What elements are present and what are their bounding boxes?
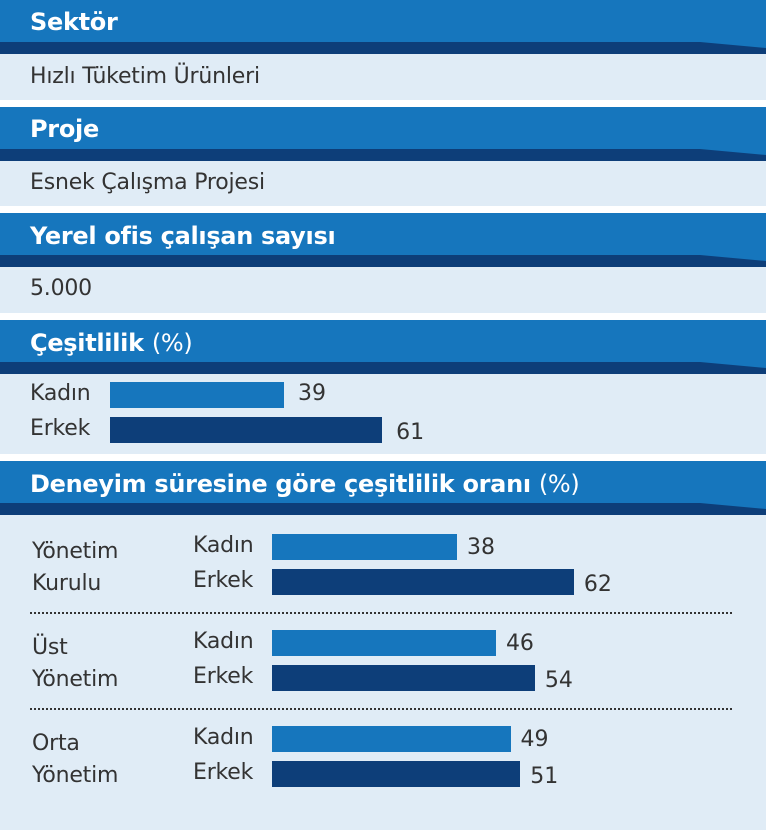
experience-category-line: Yönetim	[32, 539, 119, 564]
project-title: Proje	[30, 115, 99, 143]
employees-value: 5.000	[30, 276, 92, 301]
diversity-label-erkek: Erkek	[30, 416, 91, 441]
diversity-value-kadin: 39	[298, 381, 326, 406]
experience-title: Deneyim süresine göre çeşitlilik oranı	[30, 470, 531, 498]
diversity-chart: Kadın 39 Erkek 61	[0, 374, 766, 454]
header-accent	[0, 42, 766, 54]
experience-value-erkek: 51	[530, 764, 559, 789]
diversity-unit: (%)	[151, 329, 193, 357]
diversity-title-line: Çeşitlilik (%)	[30, 329, 193, 357]
experience-series-label-erkek: Erkek	[193, 760, 254, 785]
project-panel: Esnek Çalışma Projesi	[0, 161, 766, 206]
diversity-label-kadin: Kadın	[30, 381, 91, 406]
experience-bar-kadin	[272, 726, 511, 752]
project-header: Proje	[0, 107, 766, 161]
experience-series-label-kadin: Kadın	[193, 629, 254, 654]
experience-series-label-erkek: Erkek	[193, 568, 254, 593]
experience-series-label-kadin: Kadın	[193, 533, 254, 558]
experience-unit: (%)	[538, 470, 580, 498]
experience-value-kadin: 49	[520, 727, 549, 752]
experience-bar-kadin	[272, 534, 457, 560]
experience-category-line: Yönetim	[32, 667, 119, 692]
experience-value-kadin: 38	[467, 535, 495, 560]
header-accent	[0, 149, 766, 161]
experience-header: Deneyim süresine göre çeşitlilik oranı (…	[0, 461, 766, 515]
experience-value-kadin: 46	[505, 631, 534, 656]
diversity-value-erkek: 61	[396, 420, 425, 445]
experience-category: Üst Yönetim	[32, 632, 118, 696]
sector-panel: Hızlı Tüketim Ürünleri	[0, 54, 766, 100]
diversity-bar-erkek	[110, 417, 383, 443]
experience-bar-kadin	[272, 630, 496, 656]
experience-title-line: Deneyim süresine göre çeşitlilik oranı (…	[30, 470, 580, 498]
experience-series-label-kadin: Kadın	[193, 725, 254, 750]
experience-category-line: Orta	[32, 731, 80, 756]
experience-series-label-erkek: Erkek	[193, 664, 254, 689]
experience-bar-erkek	[272, 761, 521, 787]
experience-value-erkek: 62	[583, 572, 612, 597]
experience-category-line: Kurulu	[32, 571, 102, 596]
employees-header: Yerel ofis çalışan sayısı	[0, 213, 766, 267]
experience-category-line: Yönetim	[32, 763, 119, 788]
diversity-header: Çeşitlilik (%)	[0, 320, 766, 374]
employees-panel: 5.000	[0, 267, 766, 313]
sector-title: Sektör	[30, 8, 118, 36]
diversity-title: Çeşitlilik	[30, 329, 144, 357]
group-divider	[30, 708, 732, 710]
sector-header: Sektör	[0, 0, 766, 54]
group-divider	[30, 612, 732, 614]
header-accent	[0, 503, 766, 515]
header-accent	[0, 362, 766, 374]
diversity-bar-kadin	[110, 382, 284, 408]
sector-value: Hızlı Tüketim Ürünleri	[30, 64, 260, 89]
experience-bar-erkek	[272, 569, 574, 595]
header-accent	[0, 255, 766, 267]
experience-value-erkek: 54	[544, 668, 573, 693]
experience-category: Yönetim Kurulu	[32, 536, 118, 600]
experience-bar-erkek	[272, 665, 535, 691]
employees-title: Yerel ofis çalışan sayısı	[30, 222, 336, 250]
experience-category: Orta Yönetim	[32, 728, 118, 792]
experience-category-line: Üst	[32, 635, 68, 660]
project-value: Esnek Çalışma Projesi	[30, 170, 265, 195]
experience-chart: Yönetim Kurulu Kadın 38 Erkek 62 Üst Yönetim Kad…	[0, 515, 766, 830]
